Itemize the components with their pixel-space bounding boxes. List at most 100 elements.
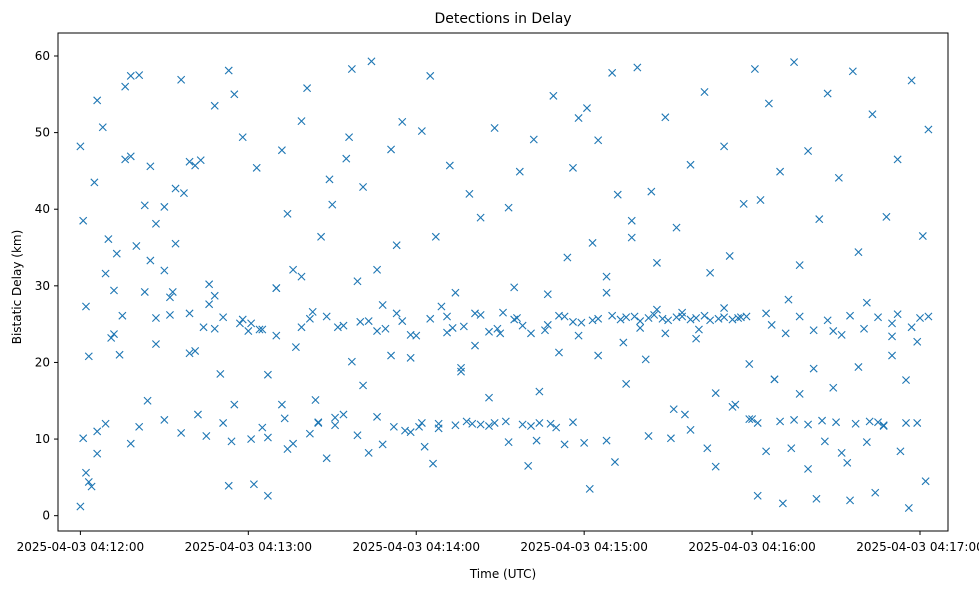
data-point-marker: [465, 189, 474, 198]
data-point-marker: [297, 323, 306, 332]
data-point-marker: [888, 319, 897, 328]
data-point-marker: [191, 346, 200, 355]
data-point-marker: [151, 314, 160, 322]
data-point-marker: [748, 415, 757, 424]
data-point-marker: [812, 494, 821, 503]
data-point-marker: [888, 332, 897, 341]
data-point-marker: [499, 308, 507, 317]
data-point-marker: [224, 481, 233, 490]
data-point-marker: [510, 315, 519, 324]
data-point-marker: [160, 202, 169, 211]
data-point-marker: [210, 101, 219, 110]
data-point-marker: [692, 314, 701, 322]
data-point-marker: [308, 307, 317, 316]
data-point-marker: [535, 418, 544, 427]
data-point-marker: [790, 415, 799, 424]
data-point-marker: [496, 329, 505, 338]
data-point-marker: [745, 415, 754, 424]
data-point-marker: [196, 156, 205, 165]
data-point-marker: [843, 458, 852, 467]
data-point-marker: [636, 323, 645, 332]
data-point-marker: [387, 145, 396, 154]
data-point-marker: [210, 291, 219, 300]
data-point-marker: [205, 280, 214, 289]
y-tick-label: 20: [35, 355, 50, 369]
data-point-marker: [331, 421, 340, 430]
data-point-marker: [168, 287, 177, 296]
data-point-marker: [916, 314, 925, 322]
data-point-marker: [417, 418, 426, 427]
data-point-marker: [504, 203, 513, 212]
data-point-marker: [846, 496, 855, 505]
data-point-marker: [745, 359, 754, 368]
data-point-marker: [644, 432, 653, 440]
data-point-marker: [107, 333, 116, 342]
data-point-marker: [415, 422, 424, 431]
data-point-marker: [277, 146, 286, 155]
data-point-marker: [501, 417, 510, 426]
data-point-marker: [588, 238, 597, 247]
data-point-marker: [540, 326, 549, 335]
data-point-marker: [560, 312, 569, 321]
data-point-marker: [345, 133, 354, 142]
data-point-marker: [753, 491, 762, 500]
data-point-marker: [126, 71, 135, 80]
data-point-marker: [921, 477, 930, 486]
data-point-marker: [594, 314, 603, 323]
data-point-marker: [804, 420, 813, 429]
data-point-marker: [252, 163, 261, 172]
data-point-marker: [476, 213, 485, 222]
data-point-marker: [76, 502, 85, 511]
data-point-marker: [165, 293, 174, 302]
data-point-marker: [140, 287, 149, 296]
data-point-marker: [263, 370, 272, 379]
data-point-marker: [238, 315, 247, 324]
data-markers: [76, 57, 933, 513]
x-tick-label: 2025-04-03 04:17:00: [856, 540, 979, 554]
data-point-marker: [101, 269, 110, 278]
data-point-marker: [171, 184, 180, 193]
data-point-marker: [560, 440, 569, 449]
data-point-marker: [146, 256, 155, 265]
data-point-marker: [815, 215, 824, 224]
data-point-marker: [219, 418, 228, 427]
data-point-marker: [359, 381, 368, 390]
data-point-marker: [177, 428, 186, 437]
data-point-marker: [834, 173, 843, 182]
chart-title: Detections in Delay: [434, 11, 571, 27]
data-point-marker: [109, 286, 118, 295]
data-point-marker: [535, 387, 544, 396]
data-point-marker: [652, 258, 661, 267]
data-point-marker: [860, 324, 869, 333]
data-point-marker: [392, 241, 401, 250]
data-point-marker: [87, 482, 96, 491]
data-point-marker: [420, 442, 429, 451]
data-point-marker: [101, 419, 110, 428]
data-point-marker: [809, 364, 818, 373]
data-point-marker: [764, 99, 773, 108]
data-point-marker: [485, 327, 493, 336]
data-point-marker: [893, 155, 902, 164]
data-point-marker: [549, 91, 558, 100]
data-point-marker: [661, 113, 670, 122]
data-point-marker: [543, 290, 552, 299]
data-point-marker: [515, 167, 524, 176]
data-point-marker: [202, 432, 211, 440]
data-point-marker: [247, 319, 256, 328]
data-point-marker: [303, 84, 312, 93]
data-point-marker: [378, 440, 387, 449]
data-point-marker: [389, 422, 398, 431]
y-tick-label: 30: [35, 279, 50, 293]
data-point-marker: [706, 316, 715, 325]
data-point-marker: [610, 458, 619, 467]
data-point-marker: [426, 314, 435, 323]
data-point-marker: [289, 439, 298, 448]
data-point-marker: [401, 426, 410, 435]
data-point-marker: [160, 266, 169, 275]
data-point-marker: [711, 389, 720, 398]
data-point-marker: [904, 504, 913, 513]
data-point-marker: [627, 233, 636, 242]
data-point-marker: [476, 310, 485, 319]
data-point-marker: [457, 363, 466, 372]
data-point-marker: [325, 175, 334, 184]
